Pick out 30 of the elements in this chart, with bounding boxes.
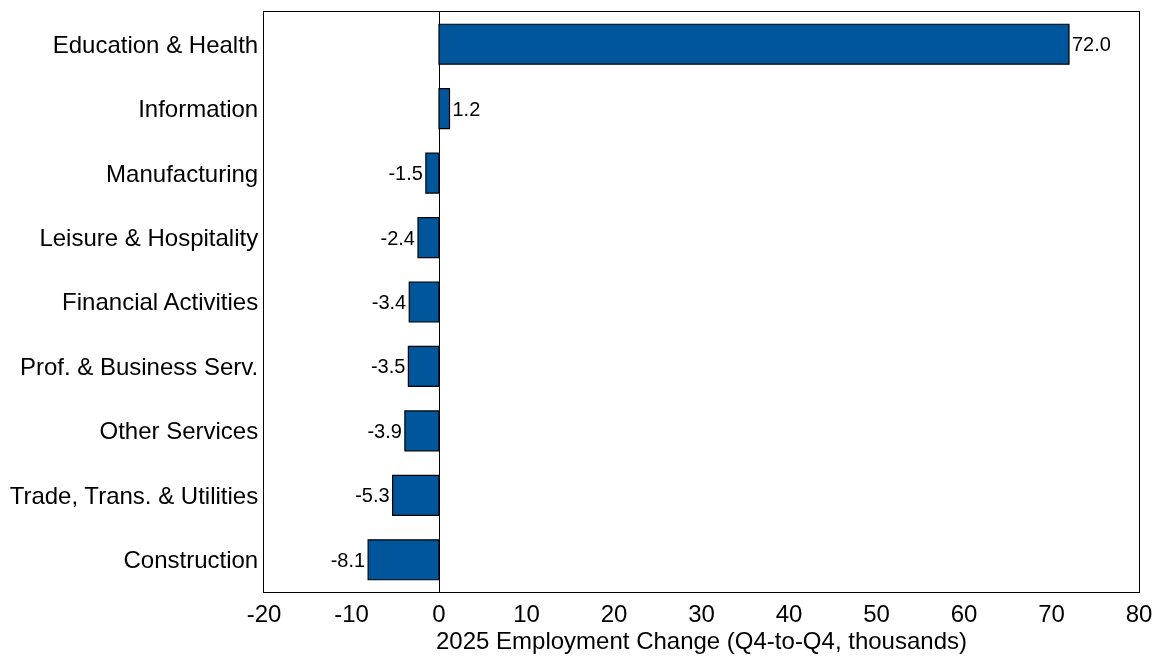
x-tick-label: 10 [513, 599, 540, 627]
data-label: 72.0 [1072, 33, 1111, 56]
y-tick-label: Construction [123, 546, 259, 574]
x-tick-label: -10 [334, 599, 369, 627]
data-label: -1.5 [388, 162, 423, 185]
y-tick-label: Prof. & Business Serv. [19, 352, 259, 380]
y-tick-label: Manufacturing [106, 159, 259, 187]
x-tick-label: 20 [600, 599, 628, 627]
y-tick-label: Leisure & Hospitality [39, 223, 259, 251]
y-tick-label: Financial Activities [62, 288, 259, 316]
x-tick-label: 40 [775, 599, 803, 627]
y-tick-label: Other Services [99, 417, 259, 445]
data-label: -3.9 [367, 419, 402, 442]
data-label: -8.1 [330, 548, 366, 571]
x-tick-label: 80 [1125, 599, 1153, 627]
x-tick-label: 50 [863, 599, 890, 627]
data-label: -3.5 [370, 355, 406, 378]
data-label: -2.4 [380, 226, 415, 249]
x-tick-label: 0 [432, 599, 446, 627]
y-tick-label: Trade, Trans. & Utilities [9, 481, 259, 509]
x-tick-label: 60 [950, 599, 978, 627]
y-tick-label: Information [138, 95, 259, 123]
x-tick-label: 70 [1038, 599, 1065, 627]
x-axis-title: 2025 Employment Change (Q4-to-Q4, thousands) [436, 627, 967, 655]
data-label: 1.2 [452, 97, 481, 120]
y-tick-label: Education & Health [52, 30, 259, 58]
x-tick-label: 30 [688, 599, 715, 627]
data-label: -5.3 [355, 484, 390, 507]
x-tick-label: -20 [246, 599, 282, 627]
data-label: -3.4 [371, 291, 407, 313]
